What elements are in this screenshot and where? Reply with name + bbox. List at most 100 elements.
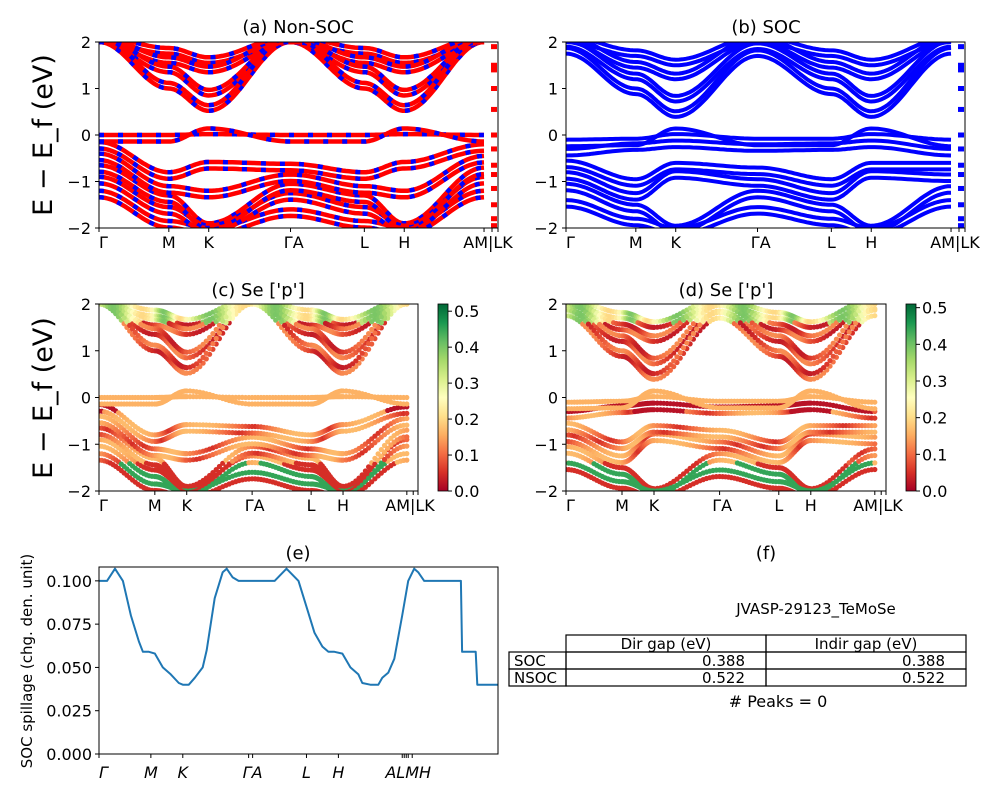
projection-point bbox=[872, 296, 877, 301]
projection-point bbox=[207, 334, 213, 341]
projection-point bbox=[866, 296, 871, 301]
band-line-blue bbox=[566, 46, 952, 114]
band-marker bbox=[491, 106, 498, 112]
panel-c-ytick-label: −2 bbox=[67, 482, 91, 501]
projection-point bbox=[843, 334, 849, 340]
projection-point bbox=[282, 322, 288, 328]
projection-point bbox=[404, 296, 409, 301]
panel-c-xtick-label: H bbox=[337, 496, 349, 515]
projection-point bbox=[356, 354, 362, 360]
projection-point bbox=[375, 464, 381, 470]
band-marker bbox=[491, 44, 498, 50]
band-line-blue bbox=[566, 181, 952, 228]
projection-point bbox=[694, 317, 700, 323]
projection-point bbox=[846, 329, 852, 335]
projection-point bbox=[575, 298, 580, 303]
projection-point bbox=[372, 322, 378, 328]
band-marker bbox=[958, 172, 965, 178]
band-marker bbox=[958, 223, 965, 228]
projection-point bbox=[872, 460, 878, 466]
projection-point bbox=[563, 296, 568, 301]
projection-point bbox=[866, 297, 871, 302]
projection-point bbox=[797, 492, 802, 497]
projection-point bbox=[216, 463, 222, 470]
band-marker bbox=[491, 132, 498, 138]
projection-point bbox=[168, 490, 170, 491]
panel-b-xtick-label: M bbox=[629, 233, 643, 252]
projection-point bbox=[378, 453, 384, 459]
band-line-blue bbox=[99, 139, 485, 175]
projection-point bbox=[853, 320, 859, 326]
panel-b-xtick-label: H bbox=[865, 233, 877, 252]
projection-point bbox=[668, 492, 673, 497]
band-marker bbox=[958, 202, 965, 208]
projection-point bbox=[105, 296, 110, 301]
band-line-blue bbox=[566, 145, 952, 158]
projection-point bbox=[833, 349, 840, 355]
band-line-blue bbox=[566, 198, 952, 228]
projection-point bbox=[108, 299, 113, 304]
projection-point bbox=[849, 324, 856, 330]
projection-point bbox=[569, 296, 574, 301]
band-marker bbox=[491, 216, 498, 222]
projection-point bbox=[404, 451, 410, 457]
projection-point bbox=[207, 346, 213, 352]
projection-point bbox=[216, 330, 222, 336]
panel-c-xtick-label: AM|LK bbox=[385, 496, 435, 515]
panel-c-xtick-label: ΓA bbox=[245, 496, 265, 515]
projection-point bbox=[102, 297, 107, 302]
band-line-blue bbox=[99, 174, 485, 228]
projection-point bbox=[671, 358, 677, 364]
projection-point bbox=[378, 460, 384, 466]
band-line-blue bbox=[566, 132, 952, 142]
panel-c-ytick-label: 0 bbox=[81, 389, 91, 408]
projection-point bbox=[359, 338, 365, 344]
panel-b-xtick-label: ΓA bbox=[751, 233, 771, 252]
projection-point bbox=[108, 298, 113, 303]
band-marker bbox=[958, 185, 965, 191]
projection-point bbox=[872, 415, 878, 421]
panel-b-ytick-label: 0 bbox=[548, 126, 558, 145]
projection-point bbox=[404, 427, 410, 433]
panel-b-xtick-label: L bbox=[827, 233, 836, 252]
band-marker bbox=[491, 202, 498, 208]
band-line-blue bbox=[99, 157, 485, 200]
projection-point bbox=[99, 296, 104, 301]
projection-point bbox=[872, 441, 878, 447]
projection-point bbox=[677, 349, 683, 356]
projection-point bbox=[830, 340, 836, 346]
projection-point bbox=[124, 319, 130, 325]
projection-point bbox=[216, 322, 222, 328]
projection-point bbox=[837, 469, 843, 475]
projection-point bbox=[687, 325, 693, 331]
band-line-red bbox=[116, 42, 468, 69]
projection-point bbox=[216, 470, 222, 476]
projection-point bbox=[401, 296, 406, 301]
projection-point bbox=[398, 296, 403, 301]
projection-point bbox=[577, 298, 582, 303]
projection-point bbox=[821, 365, 827, 371]
projection-point bbox=[794, 491, 799, 496]
projection-point bbox=[392, 298, 397, 303]
projection-point bbox=[404, 296, 409, 301]
projection-point bbox=[404, 443, 410, 449]
projection-point bbox=[395, 297, 400, 302]
projection-point bbox=[404, 434, 410, 440]
projection-point bbox=[194, 494, 199, 499]
projection-point bbox=[664, 365, 670, 371]
projection-point bbox=[404, 415, 410, 422]
panel-b-title: (b) SOC bbox=[731, 17, 800, 38]
projection-point bbox=[677, 337, 683, 343]
projection-point bbox=[121, 315, 127, 321]
projection-point bbox=[690, 331, 697, 337]
projection-point bbox=[840, 339, 846, 345]
projection-point bbox=[369, 335, 375, 341]
projection-point bbox=[840, 472, 846, 478]
band-marker bbox=[491, 172, 498, 178]
projection-point bbox=[639, 492, 644, 497]
band-marker bbox=[491, 67, 498, 73]
projection-point bbox=[799, 493, 804, 498]
panel-a-ytick-label: 0 bbox=[81, 126, 91, 145]
